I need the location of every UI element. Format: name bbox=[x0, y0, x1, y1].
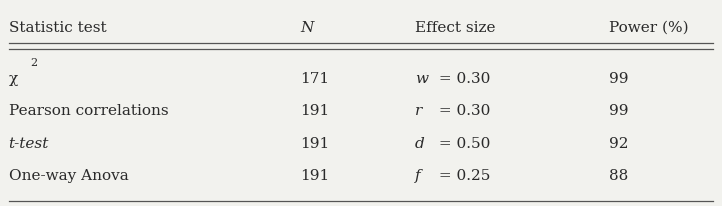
Text: Statistic test: Statistic test bbox=[9, 21, 106, 35]
Text: N: N bbox=[300, 21, 313, 35]
Text: 191: 191 bbox=[300, 137, 329, 151]
Text: = 0.30: = 0.30 bbox=[435, 104, 491, 118]
Text: One-way Anova: One-way Anova bbox=[9, 169, 129, 183]
Text: = 0.50: = 0.50 bbox=[435, 137, 491, 151]
Text: = 0.25: = 0.25 bbox=[435, 169, 491, 183]
Text: r: r bbox=[415, 104, 422, 118]
Text: w: w bbox=[415, 72, 428, 86]
Text: Effect size: Effect size bbox=[415, 21, 495, 35]
Text: 2: 2 bbox=[30, 58, 38, 68]
Text: 191: 191 bbox=[300, 104, 329, 118]
Text: 171: 171 bbox=[300, 72, 329, 86]
Text: t-test: t-test bbox=[9, 137, 49, 151]
Text: f: f bbox=[415, 169, 421, 183]
Text: Pearson correlations: Pearson correlations bbox=[9, 104, 168, 118]
Text: = 0.30: = 0.30 bbox=[435, 72, 491, 86]
Text: 191: 191 bbox=[300, 169, 329, 183]
Text: 92: 92 bbox=[609, 137, 629, 151]
Text: Power (%): Power (%) bbox=[609, 21, 689, 35]
Text: 99: 99 bbox=[609, 104, 629, 118]
Text: d: d bbox=[415, 137, 425, 151]
Text: 88: 88 bbox=[609, 169, 628, 183]
Text: 99: 99 bbox=[609, 72, 629, 86]
Text: χ: χ bbox=[9, 72, 18, 86]
